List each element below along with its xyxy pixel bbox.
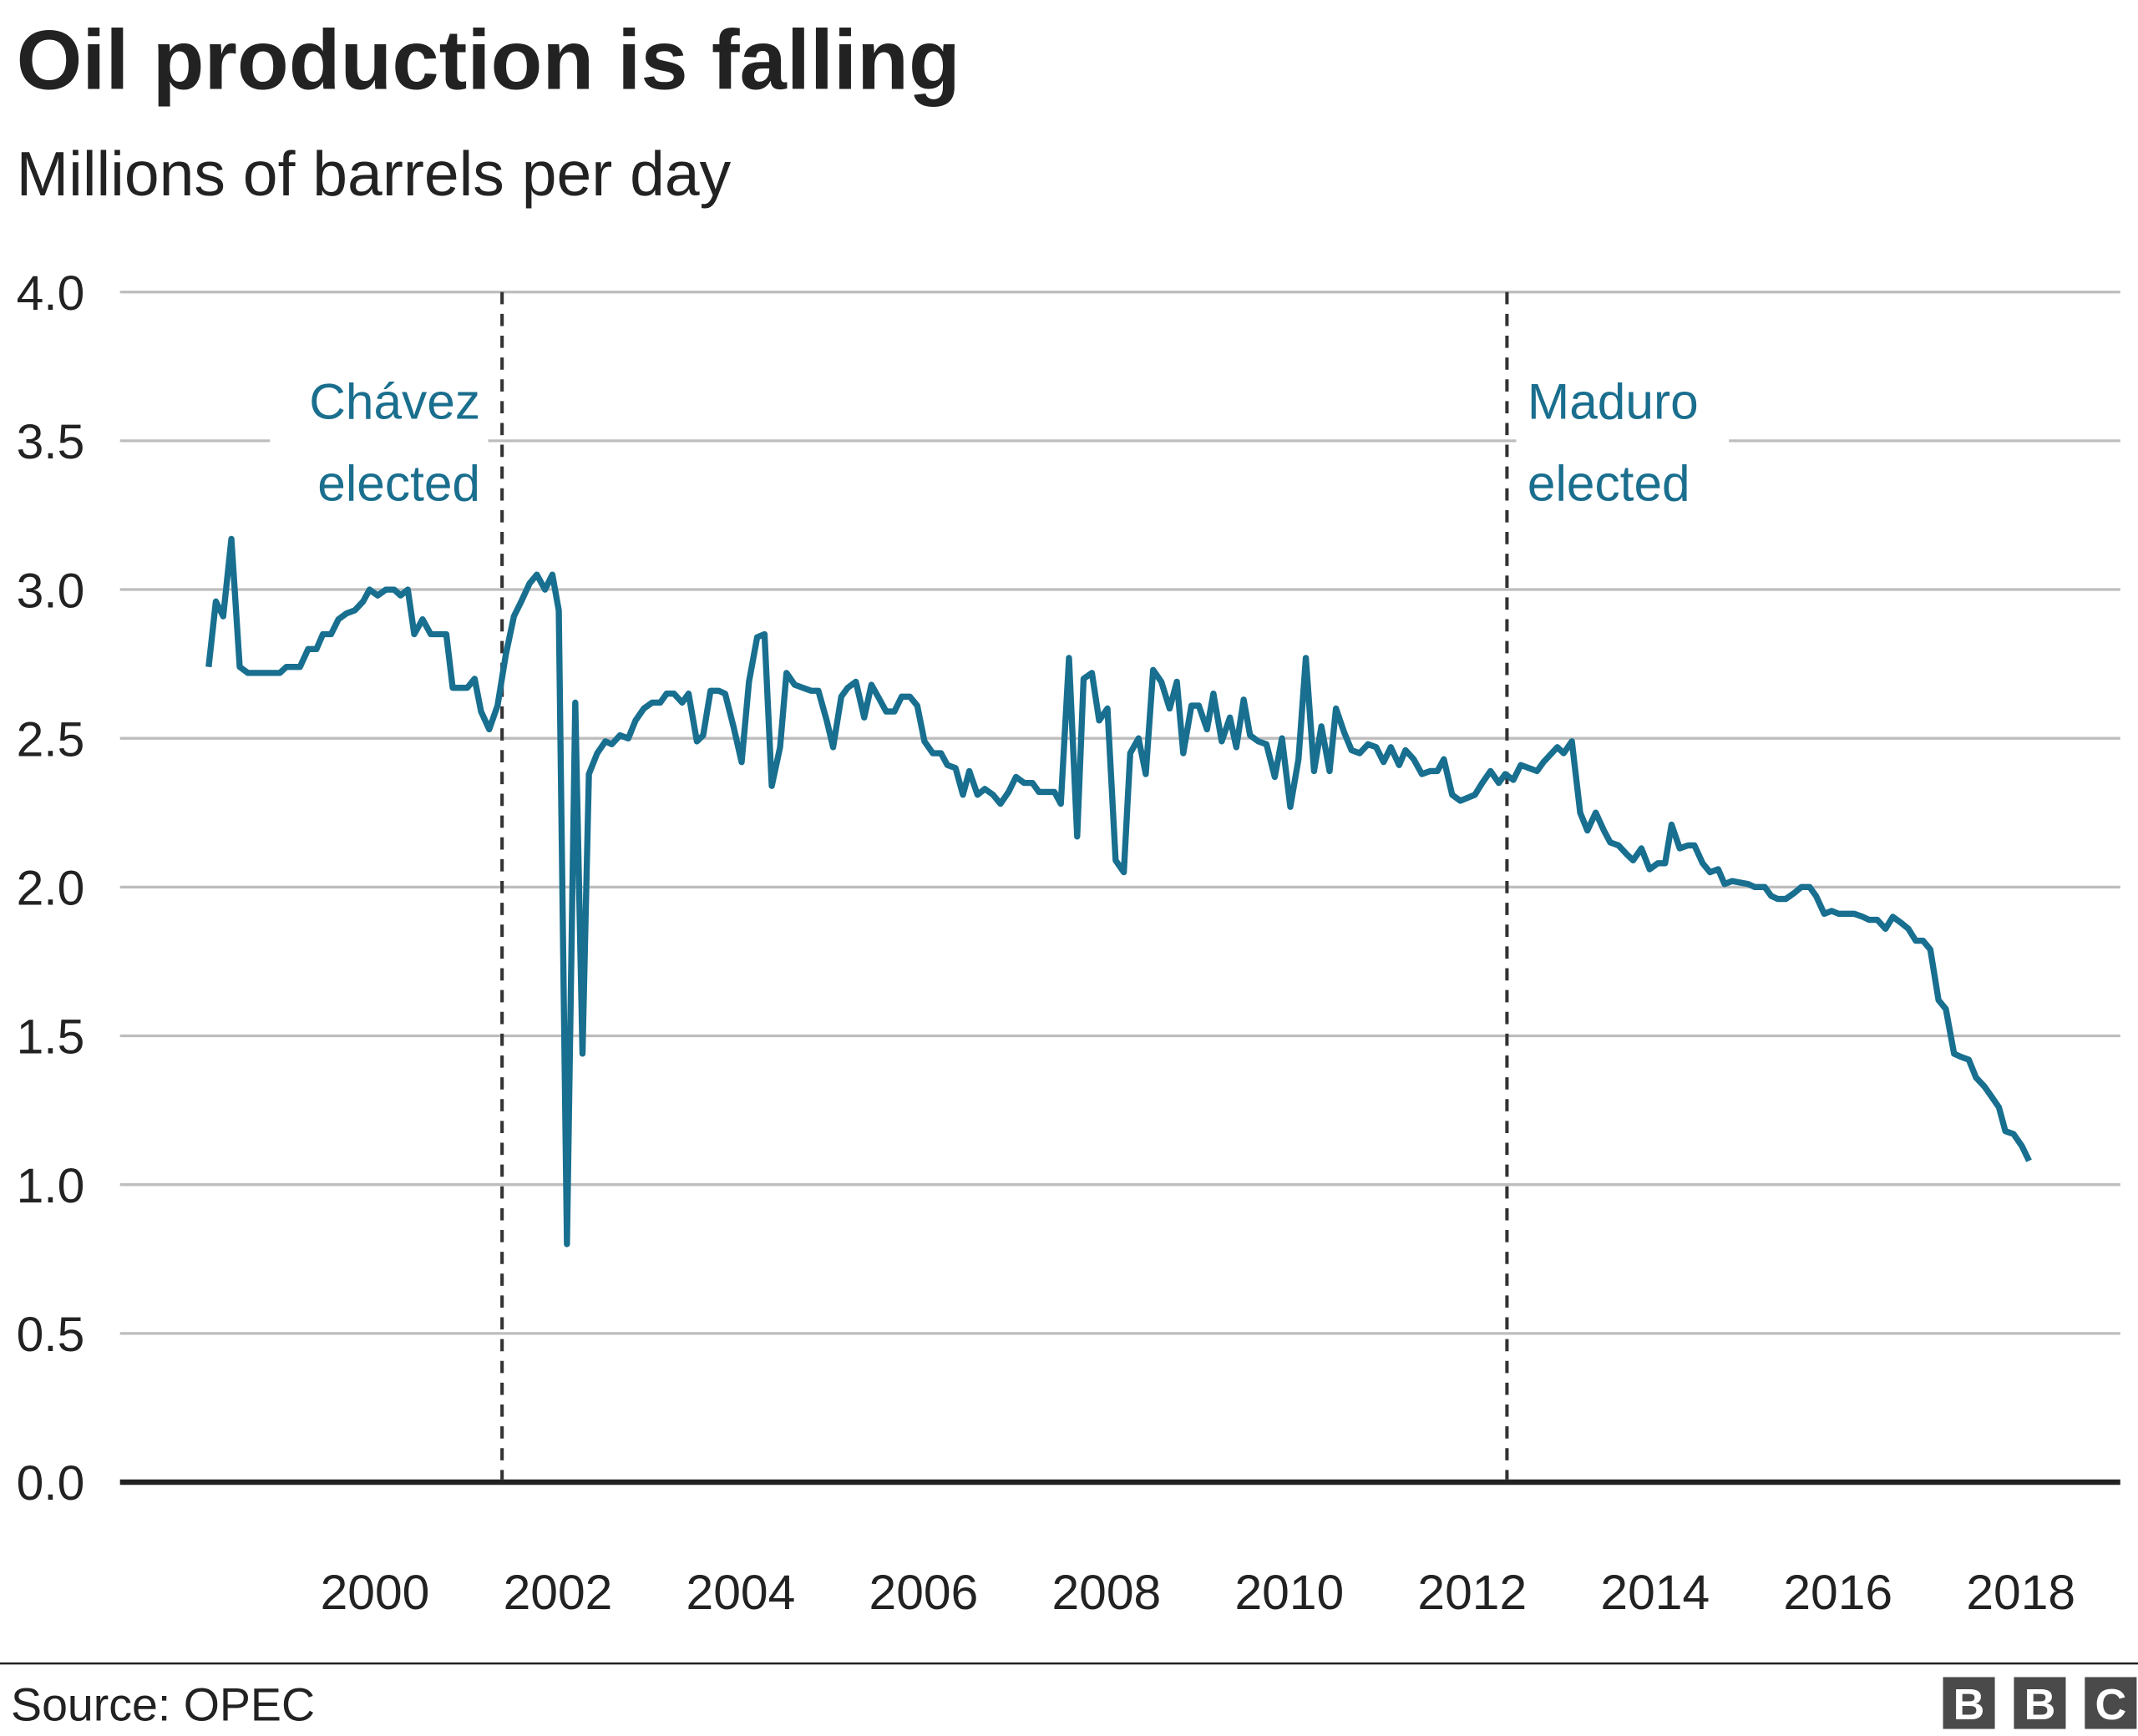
x-tick-label: 2014 <box>1600 1566 1710 1620</box>
y-tick-label: 2.0 <box>17 862 85 916</box>
annotation-label: elected <box>1528 455 1690 512</box>
y-tick-label: 2.5 <box>17 712 85 767</box>
x-tick-label: 2018 <box>1966 1566 2075 1620</box>
bbc-logo-block-3 <box>2085 1677 2137 1729</box>
x-tick-label: 2016 <box>1783 1566 1892 1620</box>
annotation-label: Chávez <box>309 373 480 430</box>
bbc-logo: B B C <box>1943 1677 2137 1729</box>
x-axis-ticks: 2000 2002 2004 2006 2008 2010 2012 2014 2016 2018 <box>321 1566 2075 1620</box>
annotation-label-background <box>270 368 489 519</box>
annotations: Chávez elected Maduro elected <box>270 291 1730 1480</box>
x-tick-label: 2006 <box>869 1566 979 1620</box>
y-tick-label: 0.0 <box>17 1456 85 1511</box>
x-tick-label: 2008 <box>1051 1566 1161 1620</box>
y-tick-label: 1.5 <box>17 1010 85 1065</box>
bbc-logo-letter: B <box>1953 1681 1985 1729</box>
annotation-label: Maduro <box>1528 373 1699 430</box>
bbc-logo-letter: B <box>2024 1681 2056 1729</box>
bbc-logo-block-1 <box>1943 1677 1995 1729</box>
x-tick-label: 2002 <box>504 1566 613 1620</box>
bbc-logo-letter: C <box>2095 1681 2126 1729</box>
annotation-label: elected <box>317 455 480 512</box>
y-tick-label: 1.0 <box>17 1159 85 1213</box>
x-tick-label: 2012 <box>1417 1566 1527 1620</box>
x-tick-label: 2000 <box>321 1566 430 1620</box>
x-tick-label: 2010 <box>1234 1566 1344 1620</box>
y-tick-label: 0.5 <box>17 1308 85 1362</box>
source-text: Source: OPEC <box>11 1679 315 1731</box>
y-axis-ticks: 0.0 0.5 1.0 1.5 2.0 2.5 3.0 3.5 4.0 <box>17 266 85 1511</box>
y-tick-label: 3.0 <box>17 564 85 618</box>
chart-title: Oil production is falling <box>17 13 960 107</box>
x-tick-label: 2004 <box>686 1566 796 1620</box>
y-tick-label: 4.0 <box>17 266 85 321</box>
bbc-logo-block-2 <box>2014 1677 2066 1729</box>
chart-subtitle: Millions of barrels per day <box>17 139 732 209</box>
series-line-oil-production <box>205 535 2032 1248</box>
y-tick-label: 3.5 <box>17 415 85 469</box>
annotation-label-background <box>1516 368 1730 519</box>
